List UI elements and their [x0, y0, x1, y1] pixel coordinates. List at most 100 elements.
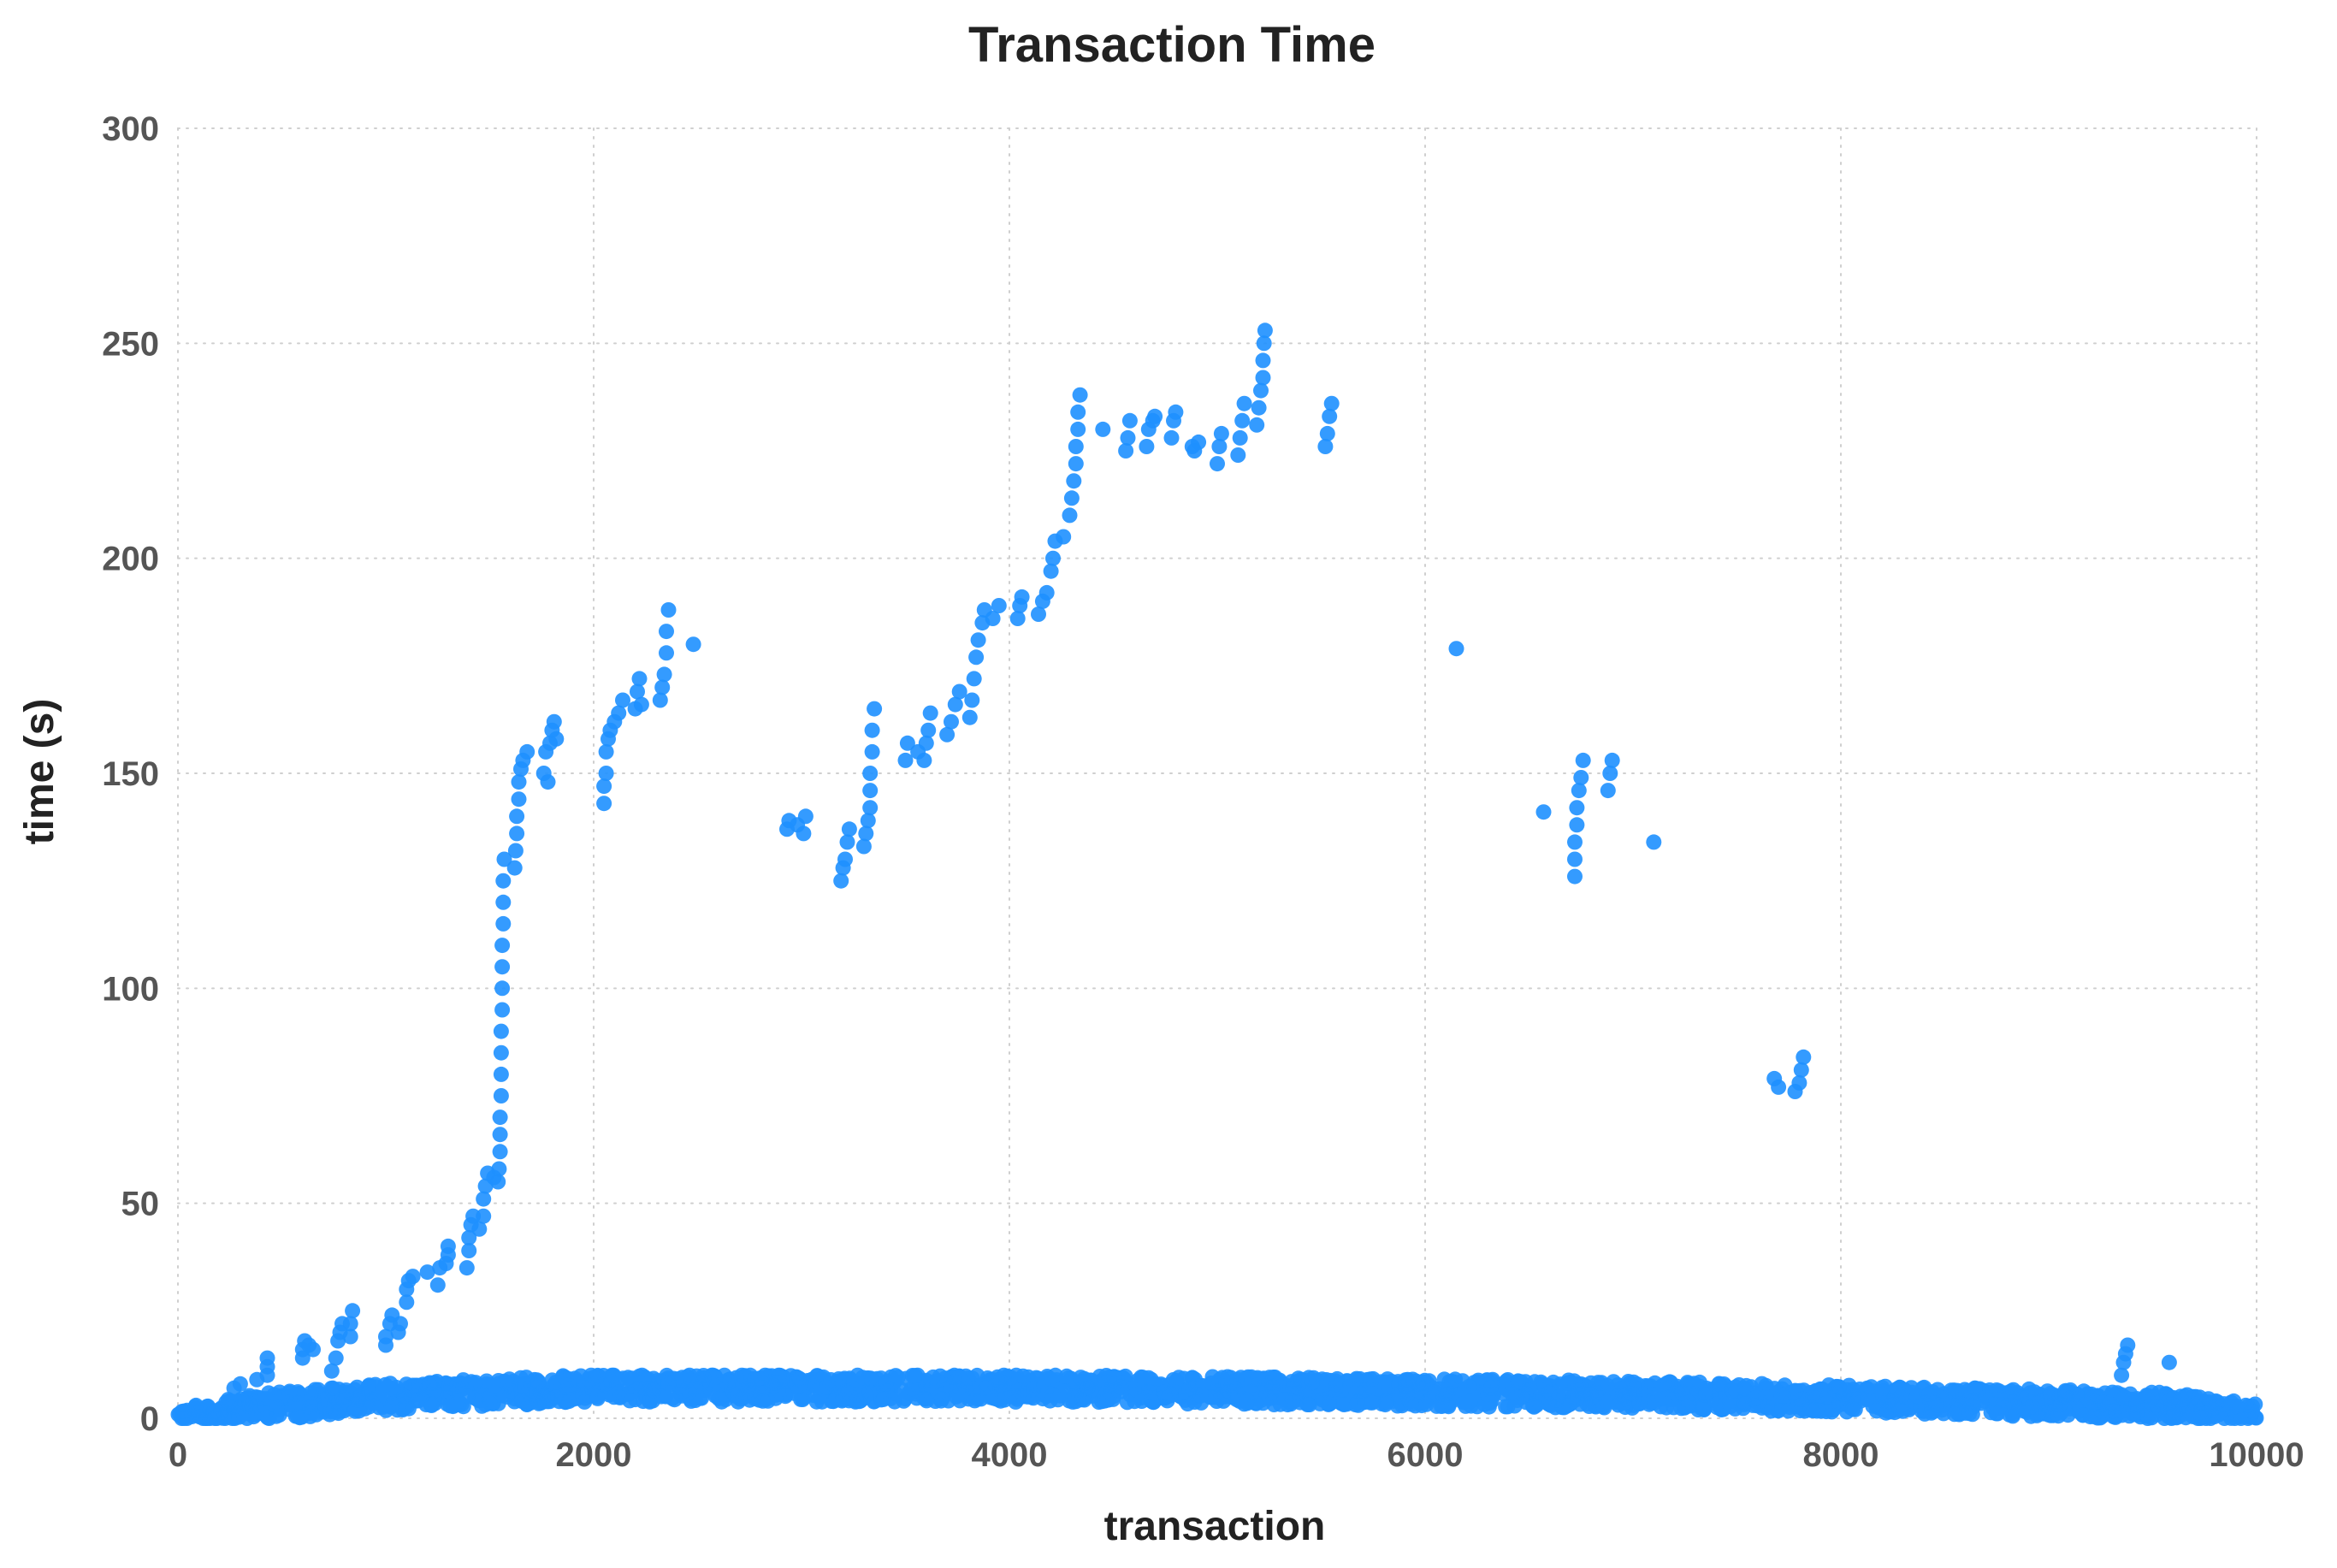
data-point: [492, 1127, 508, 1143]
baseline-point: [292, 1409, 308, 1425]
baseline-point: [1299, 1388, 1316, 1405]
baseline-point: [1728, 1383, 1744, 1399]
baseline-point: [426, 1382, 442, 1399]
baseline-point: [1831, 1379, 1847, 1395]
data-point: [916, 752, 932, 768]
baseline-point: [978, 1380, 993, 1396]
data-point: [476, 1191, 492, 1207]
data-point: [328, 1350, 344, 1366]
tick-labels: 0 50 100 150 200 250 300 0 2000 4000 6000 8000 10000: [102, 110, 2304, 1474]
baseline-point: [541, 1391, 558, 1407]
data-point: [964, 692, 980, 708]
x-axis-label: transaction: [1104, 1504, 1326, 1549]
baseline-point: [907, 1368, 923, 1384]
baseline-point: [1745, 1391, 1761, 1407]
baseline-point: [1929, 1397, 1945, 1413]
baseline-point: [1100, 1392, 1116, 1408]
data-point: [837, 851, 853, 867]
baseline-point: [2162, 1392, 2178, 1408]
data-point: [1168, 404, 1184, 420]
baseline-point: [2016, 1403, 2032, 1419]
data-point: [1095, 421, 1111, 437]
data-point: [797, 808, 814, 825]
baseline-point: [2151, 1384, 2168, 1400]
x-tick-label: 0: [169, 1436, 187, 1474]
data-point: [2120, 1337, 2136, 1353]
data-point: [1567, 851, 1583, 867]
y-axis-label: time (s): [17, 699, 62, 845]
data-point: [1043, 563, 1059, 579]
baseline-point: [1073, 1370, 1089, 1386]
baseline-point: [2225, 1399, 2241, 1415]
baseline-point: [1511, 1374, 1526, 1390]
baseline-point: [1692, 1379, 1708, 1394]
data-point: [991, 598, 1007, 613]
data-point: [1163, 429, 1180, 446]
baseline-point: [1334, 1395, 1350, 1411]
baseline-point: [560, 1377, 577, 1393]
baseline-point: [2245, 1404, 2261, 1420]
data-point: [899, 735, 915, 751]
data-point: [1535, 804, 1552, 820]
data-point: [419, 1264, 435, 1281]
baseline-point: [1665, 1399, 1682, 1416]
baseline-point: [1559, 1375, 1576, 1391]
baseline-point: [1775, 1388, 1791, 1404]
baseline-point: [636, 1374, 652, 1390]
baseline-point: [1863, 1379, 1879, 1395]
data-point: [1236, 395, 1252, 411]
baseline-point: [996, 1367, 1012, 1383]
baseline-point: [1536, 1378, 1553, 1394]
data-point: [1118, 443, 1134, 459]
data-point: [493, 1088, 509, 1104]
data-point: [1317, 439, 1334, 454]
y-tick-label: 150: [102, 755, 159, 793]
data-point: [1070, 404, 1086, 420]
data-point: [1062, 507, 1078, 524]
data-point: [598, 743, 614, 760]
baseline-point: [2129, 1405, 2145, 1421]
baseline-point: [1666, 1386, 1683, 1401]
data-point: [947, 696, 963, 713]
baseline-point: [1052, 1388, 1068, 1404]
data-point: [429, 1277, 446, 1293]
baseline-point: [328, 1404, 345, 1420]
baseline-point: [1825, 1402, 1841, 1418]
baseline-point: [1399, 1376, 1416, 1393]
baseline-point: [1378, 1393, 1394, 1410]
data-point: [1791, 1074, 1807, 1091]
baseline-point: [1957, 1405, 1973, 1421]
data-point: [342, 1328, 358, 1345]
data-point: [1232, 429, 1248, 446]
baseline-point: [440, 1380, 456, 1396]
baseline-point: [725, 1385, 742, 1401]
baseline-point: [1914, 1403, 1930, 1419]
y-tick-label: 200: [102, 541, 159, 578]
baseline-point: [766, 1377, 782, 1393]
data-point: [631, 671, 648, 687]
data-point: [858, 825, 874, 842]
baseline-point: [1106, 1376, 1122, 1392]
baseline-point: [1711, 1376, 1727, 1392]
x-tick-label: 10000: [2209, 1436, 2304, 1474]
chart-title: Transaction Time: [968, 17, 1376, 73]
baseline-point: [713, 1393, 730, 1410]
data-point: [839, 834, 855, 850]
data-point: [519, 743, 535, 760]
data-point: [841, 821, 857, 837]
y-tick-label: 0: [140, 1400, 159, 1438]
baseline-point: [513, 1393, 530, 1409]
data-point: [495, 873, 512, 889]
baseline-point: [1722, 1399, 1738, 1415]
data-point: [378, 1328, 393, 1345]
y-tick-label: 250: [102, 325, 159, 363]
data-point: [656, 666, 672, 683]
data-point: [345, 1303, 361, 1319]
baseline-point: [1032, 1377, 1049, 1393]
data-point: [970, 632, 986, 648]
baseline-point: [677, 1373, 694, 1389]
data-point: [1210, 456, 1225, 472]
data-point: [546, 713, 562, 730]
baseline-point: [307, 1382, 323, 1398]
data-point: [1045, 550, 1061, 566]
